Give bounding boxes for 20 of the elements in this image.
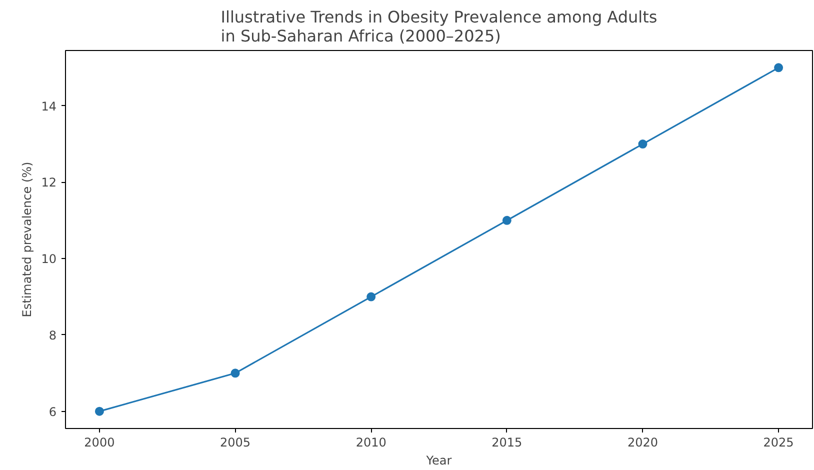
y-tick-label: 6 [48,404,57,419]
y-tick-label: 8 [48,328,57,342]
point [94,406,104,416]
point [774,63,784,72]
x-tick-label: 2000 [84,436,115,450]
point [502,216,512,225]
x-tick-label: 2025 [763,436,794,450]
y-axis-title: Estimated prevalence (%) [20,162,34,318]
x-tick-label: 2010 [356,436,386,450]
x-axis-title: Year [425,454,452,468]
point [230,368,240,378]
y-tick-label: 12 [41,176,57,190]
x-tick-label: 2020 [627,436,658,450]
y-tick-label: 10 [41,252,57,266]
x-tick-label: 2015 [492,436,522,450]
x-tick-label: 2005 [220,436,251,450]
chart-title: Illustrative Trends in Obesity Prevalence among Adults in Sub-Saharan Africa (2000–2025) [220,8,658,46]
y-tick-label: 14 [41,99,57,114]
point [638,140,648,149]
point [366,292,376,302]
